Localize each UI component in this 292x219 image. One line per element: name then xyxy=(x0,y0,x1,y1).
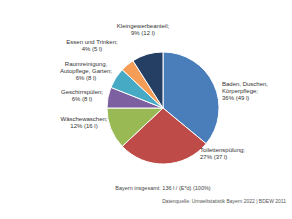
category-label: Wäschewaschen; xyxy=(60,116,107,122)
pie-slice xyxy=(107,108,163,146)
value-label: 36% (49 l) xyxy=(222,95,249,101)
category-label: Baden, Duschen, xyxy=(222,81,268,87)
chart: Baden, Duschen,Körperpflege;36% (49 l) To… xyxy=(0,0,292,219)
value-label: 4% (5 l) xyxy=(82,46,103,52)
data-label: Geschirrspülen;6% (8 l) xyxy=(61,89,103,102)
category-label: Toilettenspülung; xyxy=(200,147,245,153)
category-label: Raumreinigung, xyxy=(65,61,108,67)
value-label: 12% (16 l) xyxy=(70,123,97,129)
category-label: Essen und Trinken; xyxy=(66,39,118,45)
category-label: Kleingewerbeanteil; xyxy=(117,23,170,29)
value-label: 27% (37 l) xyxy=(200,154,227,160)
category-label: Autopflege, Garten; xyxy=(60,68,112,74)
data-label: Wäschewaschen;12% (16 l) xyxy=(60,116,107,129)
data-label: Toilettenspülung;27% (37 l) xyxy=(200,147,245,160)
value-label: 6% (8 l) xyxy=(72,96,93,102)
source-note: Datenquelle: Umweltstatistik Bayern 2022… xyxy=(162,198,286,204)
labels: Baden, Duschen,Körperpflege;36% (49 l) To… xyxy=(60,23,268,160)
data-label: Baden, Duschen,Körperpflege;36% (49 l) xyxy=(222,81,268,101)
background xyxy=(0,0,292,219)
value-label: 6% (8 l) xyxy=(76,75,97,81)
pie-slice xyxy=(133,52,163,108)
data-label: Raumreinigung,Autopflege, Garten;6% (8 l… xyxy=(60,61,112,81)
category-label: Körperpflege; xyxy=(222,88,258,94)
data-label: Kleingewerbeanteil;9% (12 l) xyxy=(117,23,170,36)
data-label: Essen und Trinken;4% (5 l) xyxy=(66,39,118,52)
annotation: Bayern insgesamt: 136 l / (E*d) (100%) xyxy=(115,185,211,191)
category-label: Geschirrspülen; xyxy=(61,89,103,95)
value-label: 9% (12 l) xyxy=(131,30,155,36)
